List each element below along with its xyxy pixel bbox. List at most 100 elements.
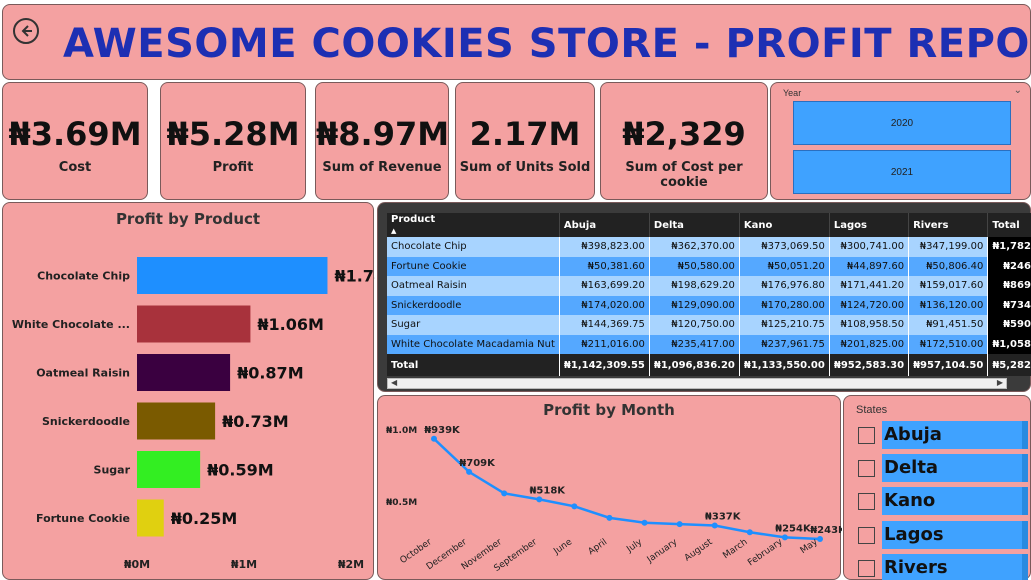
data-point[interactable] xyxy=(536,496,543,503)
kpi-card-profit: ₦5.28M Profit xyxy=(160,82,306,200)
row-product-cell: White Chocolate Macadamia Nut xyxy=(387,334,560,354)
data-point[interactable] xyxy=(501,490,508,497)
bar-value-label: ₦0.25M xyxy=(171,509,238,528)
bar-value-label: ₦1.78M xyxy=(334,267,375,286)
table-row[interactable]: Sugar ₦144,369.75 ₦120,750.00 ₦125,210.75 ₦1… xyxy=(387,315,1031,335)
table-cell: ₦398,823.00 xyxy=(559,237,650,257)
table-cell: ₦50,806.40 xyxy=(908,256,989,276)
table-cell: ₦129,090.00 xyxy=(649,295,740,315)
column-header-lagos[interactable]: Lagos xyxy=(829,213,910,237)
table-row[interactable]: Fortune Cookie ₦50,381.60 ₦50,580.00 ₦50,05… xyxy=(387,256,1031,276)
data-point[interactable] xyxy=(466,468,473,475)
checkbox[interactable] xyxy=(858,493,875,510)
kpi-value: ₦8.97M xyxy=(316,115,450,153)
option-accent xyxy=(1022,554,1028,580)
table-cell: ₦362,370.00 xyxy=(649,237,740,257)
product-bar[interactable] xyxy=(137,354,231,391)
back-arrow-icon[interactable] xyxy=(13,18,39,44)
option-background xyxy=(882,487,1026,515)
column-header-total[interactable]: Total xyxy=(987,213,1031,237)
row-product-cell: Fortune Cookie xyxy=(387,256,560,276)
table-row[interactable]: Snickerdoodle ₦174,020.00 ₦129,090.00 ₦170,… xyxy=(387,295,1031,315)
scroll-right-icon[interactable]: ▶ xyxy=(996,378,1003,387)
product-bar[interactable] xyxy=(137,257,328,294)
data-point[interactable] xyxy=(676,521,683,528)
bar-value-label: ₦0.73M xyxy=(222,412,289,431)
column-header-abuja[interactable]: Abuja xyxy=(559,213,650,237)
point-value-label: ₦709K xyxy=(459,458,496,469)
data-point[interactable] xyxy=(431,435,437,442)
state-option-abuja[interactable]: Abuja xyxy=(858,421,1028,449)
row-product-cell: Oatmeal Raisin xyxy=(387,276,560,296)
table-cell: ₦300,741.00 xyxy=(829,237,910,257)
state-option-lagos[interactable]: Lagos xyxy=(858,521,1028,549)
row-product-cell: Sugar xyxy=(387,315,560,335)
state-option-rivers[interactable]: Rivers xyxy=(858,554,1028,580)
x-tick-label: April xyxy=(587,537,610,557)
scroll-left-icon[interactable]: ◀ xyxy=(391,378,398,387)
data-point[interactable] xyxy=(781,534,788,541)
kpi-card-cost: ₦3.69M Cost xyxy=(2,82,148,200)
year-option-2021[interactable]: 2021 xyxy=(793,150,1011,194)
product-bar[interactable] xyxy=(137,499,164,537)
state-option-kano[interactable]: Kano xyxy=(858,487,1028,515)
checkbox[interactable] xyxy=(858,527,875,544)
total-cell: ₦1,142,309.55 xyxy=(559,354,650,376)
product-bar[interactable] xyxy=(137,402,216,440)
kpi-label: Profit xyxy=(212,160,254,175)
table-cell: ₦44,897.60 xyxy=(829,256,910,276)
checkbox[interactable] xyxy=(858,560,875,577)
year-option-2020[interactable]: 2020 xyxy=(793,101,1011,145)
table-row[interactable]: Oatmeal Raisin ₦163,699.20 ₦198,629.20 ₦176… xyxy=(387,276,1031,296)
bar-value-label: ₦0.59M xyxy=(207,461,274,480)
point-value-label: ₦254K xyxy=(775,523,812,534)
point-value-label: ₦243K xyxy=(810,525,842,536)
x-tick-label: ₦0M xyxy=(124,558,150,571)
row-product-cell: Snickerdoodle xyxy=(387,295,560,315)
kpi-value: ₦5.28M xyxy=(166,115,300,153)
table-cell: ₦171,441.20 xyxy=(829,276,910,296)
column-header-product[interactable]: Product ▲ xyxy=(387,213,560,237)
total-cell: Total xyxy=(387,354,560,376)
product-bar[interactable] xyxy=(137,305,251,343)
table-row[interactable]: White Chocolate Macadamia Nut ₦211,016.00… xyxy=(387,334,1031,354)
bar-value-label: ₦1.06M xyxy=(257,315,324,334)
data-point[interactable] xyxy=(746,529,753,536)
chevron-down-icon[interactable]: ⌄ xyxy=(1013,85,1022,96)
checkbox[interactable] xyxy=(858,460,875,477)
column-header-rivers[interactable]: Rivers xyxy=(908,213,989,237)
table-cell: ₦373,069.50 xyxy=(739,237,830,257)
option-accent xyxy=(1022,421,1028,449)
table-cell: ₦170,280.00 xyxy=(739,295,830,315)
kpi-card-cost-per-cookie: ₦2,329 Sum of Cost per cookie xyxy=(600,82,768,200)
table-cell: ₦124,720.00 xyxy=(829,295,910,315)
data-point[interactable] xyxy=(571,503,578,510)
total-cell: ₦5,282,383.55 xyxy=(987,354,1031,376)
table-cell: ₦144,369.75 xyxy=(559,315,650,335)
product-bar[interactable] xyxy=(137,451,201,488)
table-row[interactable]: Chocolate Chip ₦398,823.00 ₦362,370.00 ₦373… xyxy=(387,237,1031,257)
data-point[interactable] xyxy=(641,519,648,526)
table-cell: ₦174,020.00 xyxy=(559,295,650,315)
horizontal-scrollbar[interactable]: ◀ ▶ xyxy=(387,378,1007,389)
x-tick-label: ₦1M xyxy=(231,558,257,571)
x-tick-label: ₦2M xyxy=(338,558,364,571)
table-cell: ₦91,451.50 xyxy=(908,315,989,335)
state-option-delta[interactable]: Delta xyxy=(858,454,1028,482)
table-cell: ₦237,961.75 xyxy=(739,334,830,354)
data-point[interactable] xyxy=(817,536,823,543)
month-line-chart: ₦1.0M₦0.5M₦939KOctober₦709KDecemberNovem… xyxy=(386,425,842,574)
column-header-delta[interactable]: Delta xyxy=(649,213,740,237)
table-cell: ₦246,716.80 xyxy=(987,256,1031,276)
x-tick-label: February xyxy=(746,537,785,568)
data-point[interactable] xyxy=(606,514,613,521)
state-label: Kano xyxy=(884,490,936,511)
column-header-kano[interactable]: Kano xyxy=(739,213,830,237)
data-point[interactable] xyxy=(711,522,718,529)
point-value-label: ₦337K xyxy=(705,511,742,522)
table-cell: ₦125,210.75 xyxy=(739,315,830,335)
option-accent xyxy=(1022,521,1028,549)
state-label: Delta xyxy=(884,457,939,478)
checkbox[interactable] xyxy=(858,427,875,444)
table-cell: ₦136,120.00 xyxy=(908,295,989,315)
